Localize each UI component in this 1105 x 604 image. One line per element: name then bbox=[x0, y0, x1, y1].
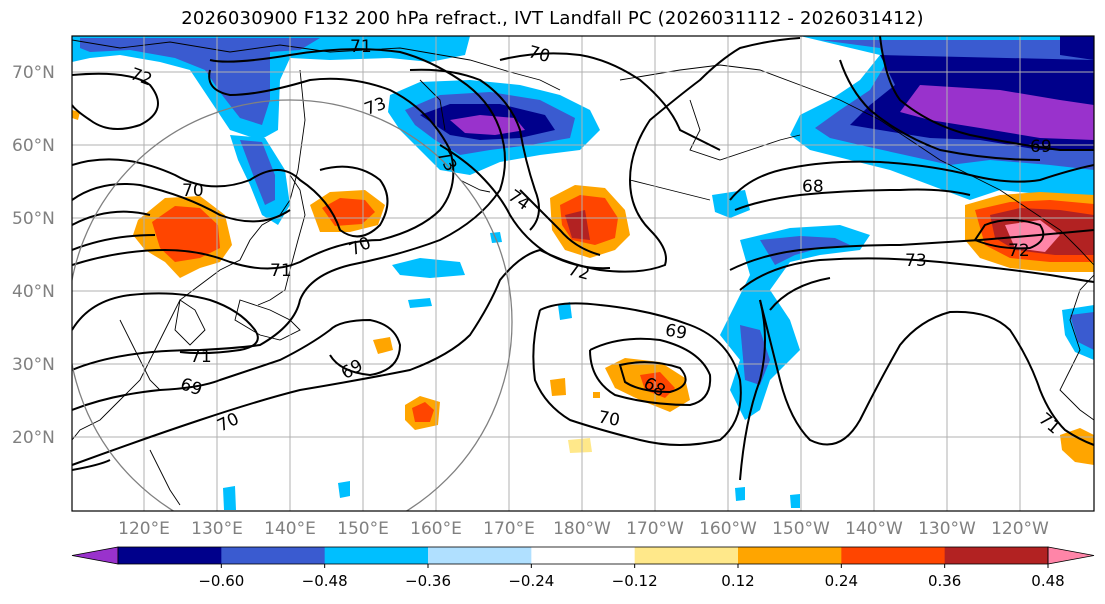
colorbar-tick-label: −0.60 bbox=[198, 572, 244, 590]
lon-label: 120°E bbox=[118, 519, 170, 539]
colorbar-tick-label: −0.36 bbox=[405, 572, 451, 590]
colorbar-segment bbox=[841, 547, 946, 564]
lat-label: 20°N bbox=[12, 428, 55, 448]
contour-label: 69 bbox=[664, 320, 689, 343]
colorbar: −0.60 −0.48 −0.36 −0.24 −0.12 0.12 0.24 0.36 0.4… bbox=[71, 546, 1095, 590]
colorbar-tick-label: −0.48 bbox=[302, 572, 348, 590]
refractivity-contours bbox=[72, 36, 1094, 481]
latitude-axis: 70°N 60°N 50°N 40°N 30°N 20°N bbox=[12, 63, 55, 448]
colorbar-tick-label: −0.12 bbox=[612, 572, 658, 590]
contour-label: 72 bbox=[1008, 241, 1030, 261]
lon-label: 140°E bbox=[264, 519, 316, 539]
lon-label: 130°E bbox=[191, 519, 243, 539]
map-plot-area: 71 70 72 73 74 70 70 71 72 73 69 68 68 6… bbox=[72, 36, 1094, 511]
lat-label: 50°N bbox=[12, 209, 55, 229]
colorbar-extend-high bbox=[1047, 546, 1095, 565]
lon-label: 170°W bbox=[626, 519, 684, 539]
lon-label: 140°W bbox=[845, 519, 903, 539]
longitude-axis: 120°E 130°E 140°E 150°E 160°E 170°E 180°… bbox=[118, 519, 1049, 539]
colorbar-segment bbox=[118, 547, 222, 564]
lon-label: 120°W bbox=[991, 519, 1049, 539]
contour-label: 70 bbox=[597, 407, 622, 430]
contour-label: 71 bbox=[270, 261, 292, 281]
colorbar-segment bbox=[531, 547, 636, 564]
lon-label: 160°E bbox=[410, 519, 462, 539]
lat-label: 30°N bbox=[12, 355, 55, 375]
colorbar-tick-label: 0.36 bbox=[928, 572, 961, 590]
coastlines bbox=[72, 39, 1094, 506]
lon-label: 130°W bbox=[918, 519, 976, 539]
lon-label: 180°W bbox=[553, 519, 611, 539]
gridlines bbox=[72, 36, 1094, 511]
contour-label: 71 bbox=[350, 37, 372, 57]
lat-label: 70°N bbox=[12, 63, 55, 83]
colorbar-tick-label: 0.12 bbox=[721, 572, 754, 590]
colorbar-tick-label: 0.24 bbox=[825, 572, 858, 590]
colorbar-tick-label: −0.24 bbox=[508, 572, 554, 590]
lon-label: 160°W bbox=[699, 519, 757, 539]
radius-circle bbox=[72, 99, 513, 511]
colorbar-segment bbox=[738, 547, 842, 564]
map-frame bbox=[71, 35, 1095, 512]
contour-label: 68 bbox=[802, 177, 824, 197]
colorbar-tick-label: 0.48 bbox=[1031, 572, 1064, 590]
lon-label: 170°E bbox=[483, 519, 535, 539]
colorbar-segment bbox=[634, 547, 739, 564]
contour-label: 73 bbox=[905, 251, 927, 271]
colorbar-segment bbox=[428, 547, 532, 564]
lat-label: 40°N bbox=[12, 282, 55, 302]
map-title: 2026030900 F132 200 hPa refract., IVT La… bbox=[181, 8, 924, 29]
colorbar-segment bbox=[324, 547, 429, 564]
contour-label: 71 bbox=[190, 347, 212, 367]
contour-label: 70 bbox=[182, 181, 204, 201]
colorbar-extend-low bbox=[71, 546, 119, 565]
lon-label: 150°W bbox=[772, 519, 830, 539]
lon-label: 150°E bbox=[337, 519, 389, 539]
colorbar-outline bbox=[117, 546, 1049, 565]
lat-label: 60°N bbox=[12, 136, 55, 156]
colorbar-segment bbox=[944, 547, 1049, 564]
contour-label: 69 bbox=[1030, 137, 1052, 157]
colorbar-segment bbox=[221, 547, 326, 564]
